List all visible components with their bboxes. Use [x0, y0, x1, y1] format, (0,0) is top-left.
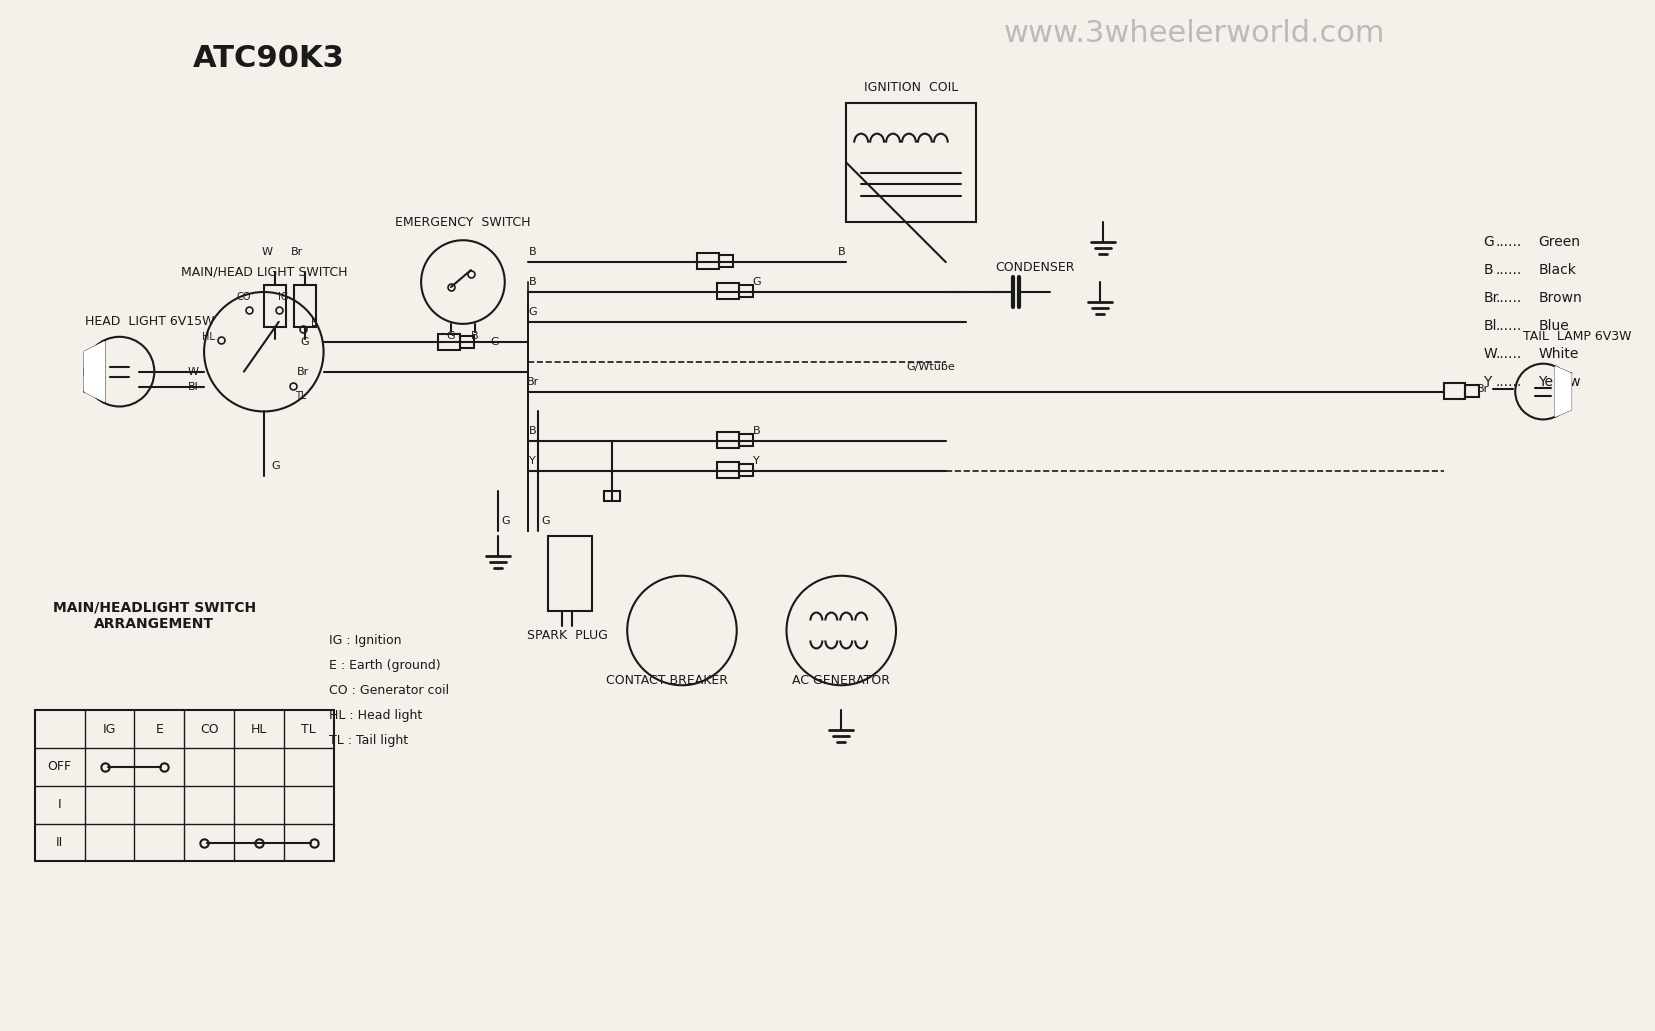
Text: Green: Green: [1537, 235, 1579, 250]
Text: Br: Br: [296, 367, 308, 376]
Text: W: W: [189, 367, 199, 376]
Bar: [717, 284, 738, 299]
Bar: [460, 336, 473, 347]
Text: Y: Y: [1483, 374, 1491, 389]
Text: Br: Br: [1483, 291, 1498, 305]
Text: ......: ......: [1494, 346, 1521, 361]
Text: Y: Y: [530, 457, 536, 466]
Text: Blue: Blue: [1537, 319, 1567, 333]
Bar: [439, 334, 460, 350]
Text: G: G: [300, 337, 308, 346]
Text: B: B: [528, 247, 536, 257]
Text: Br: Br: [1476, 384, 1488, 394]
Text: TL : Tail light: TL : Tail light: [328, 733, 407, 746]
Text: ......: ......: [1494, 291, 1521, 305]
Text: CONDENSER: CONDENSER: [995, 261, 1074, 273]
Text: OFF: OFF: [48, 761, 71, 773]
Bar: [604, 491, 621, 501]
Text: B: B: [528, 277, 536, 287]
Text: HL: HL: [250, 723, 266, 735]
Bar: [717, 462, 738, 478]
Text: ......: ......: [1494, 374, 1521, 389]
Bar: [1465, 385, 1478, 397]
Text: IG: IG: [278, 293, 288, 302]
Bar: [1443, 383, 1465, 399]
Bar: [846, 103, 975, 223]
Text: G: G: [1483, 235, 1493, 250]
Bar: [263, 285, 286, 327]
Text: TAIL  LAMP 6V3W: TAIL LAMP 6V3W: [1523, 330, 1630, 343]
Text: ......: ......: [1494, 263, 1521, 277]
Bar: [718, 255, 732, 267]
Text: Y: Y: [753, 457, 760, 466]
Text: II: II: [56, 836, 63, 850]
Bar: [35, 710, 333, 862]
Bar: [738, 285, 751, 297]
Text: MAIN/HEADLIGHT SWITCH
ARRANGEMENT: MAIN/HEADLIGHT SWITCH ARRANGEMENT: [53, 600, 257, 631]
Text: E : Earth (ground): E : Earth (ground): [328, 659, 440, 672]
Text: TL: TL: [301, 723, 316, 735]
Text: www.3wheelerworld.com: www.3wheelerworld.com: [1003, 19, 1385, 47]
Text: Brown: Brown: [1537, 291, 1581, 305]
Text: ATC90K3: ATC90K3: [194, 43, 344, 72]
Text: ......: ......: [1494, 235, 1521, 250]
Text: G: G: [490, 337, 500, 346]
Text: CONTACT BREAKER: CONTACT BREAKER: [606, 674, 728, 687]
Text: Black: Black: [1537, 263, 1576, 277]
Text: B: B: [528, 427, 536, 436]
Text: B: B: [470, 331, 478, 341]
Text: Bl: Bl: [1483, 319, 1496, 333]
Text: MAIN/HEAD LIGHT SWITCH: MAIN/HEAD LIGHT SWITCH: [180, 266, 348, 278]
Text: HEAD  LIGHT 6V15W: HEAD LIGHT 6V15W: [84, 315, 213, 328]
Text: B: B: [1483, 263, 1493, 277]
Text: G: G: [541, 516, 549, 526]
Text: B: B: [753, 427, 760, 436]
Text: CO : Generator coil: CO : Generator coil: [328, 684, 449, 697]
Bar: [738, 434, 751, 446]
Text: W: W: [1483, 346, 1496, 361]
Polygon shape: [1554, 367, 1571, 417]
Text: G/Wtube: G/Wtube: [905, 362, 955, 371]
Bar: [548, 536, 592, 610]
Text: EMERGENCY  SWITCH: EMERGENCY SWITCH: [396, 215, 530, 229]
Text: W: W: [261, 247, 271, 257]
Bar: [738, 464, 751, 476]
Text: IGNITION  COIL: IGNITION COIL: [864, 81, 958, 95]
Text: Yellow: Yellow: [1537, 374, 1581, 389]
Text: TL: TL: [295, 391, 306, 401]
Text: CO: CO: [200, 723, 218, 735]
Text: G: G: [528, 307, 536, 317]
Text: IG : Ignition: IG : Ignition: [328, 634, 401, 646]
Text: HL: HL: [202, 332, 215, 342]
Text: Bl: Bl: [189, 381, 199, 392]
Bar: [293, 285, 316, 327]
Text: AC GENERATOR: AC GENERATOR: [791, 674, 890, 687]
Text: White: White: [1537, 346, 1577, 361]
Bar: [697, 254, 718, 269]
Text: HL : Head light: HL : Head light: [328, 708, 422, 722]
Text: G: G: [447, 331, 455, 341]
Text: SPARK  PLUG: SPARK PLUG: [526, 629, 607, 642]
Text: Br: Br: [290, 247, 303, 257]
Polygon shape: [84, 341, 104, 401]
Text: G: G: [271, 461, 280, 471]
Text: G: G: [751, 277, 761, 287]
Text: I: I: [58, 798, 61, 811]
Text: G: G: [501, 516, 510, 526]
Text: ......: ......: [1494, 319, 1521, 333]
Bar: [717, 432, 738, 448]
Text: IG: IG: [103, 723, 116, 735]
Text: E: E: [311, 318, 316, 328]
Text: Br: Br: [526, 376, 538, 387]
Text: B: B: [837, 247, 844, 257]
Text: E: E: [156, 723, 164, 735]
Text: CO: CO: [237, 293, 252, 302]
